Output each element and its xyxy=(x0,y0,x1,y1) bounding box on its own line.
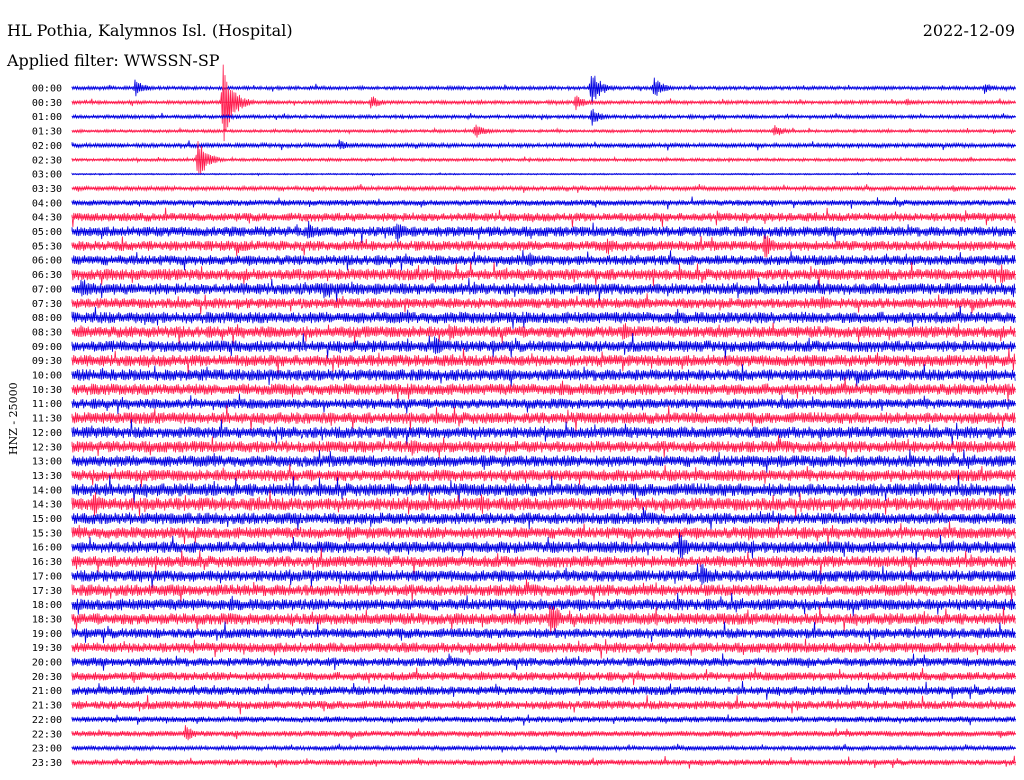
time-tick-label: 08:30 xyxy=(32,327,62,338)
time-tick-label: 04:00 xyxy=(32,198,62,209)
time-tick-label: 23:30 xyxy=(32,758,62,769)
trace-line xyxy=(71,364,1016,387)
time-tick-label: 05:30 xyxy=(32,241,62,252)
seismogram-traces xyxy=(71,64,1016,769)
time-tick-label: 05:00 xyxy=(32,227,62,238)
trace-line xyxy=(71,548,1016,575)
trace-line xyxy=(71,638,1016,659)
time-tick-label: 06:30 xyxy=(32,270,62,281)
time-tick-label: 22:30 xyxy=(32,729,62,740)
trace-line xyxy=(71,419,1016,445)
trace-line xyxy=(71,220,1016,244)
time-tick-label: 12:00 xyxy=(32,428,62,439)
filter-label: Applied filter: WWSSN-SP xyxy=(7,51,220,70)
trace-line xyxy=(71,322,1016,344)
trace-line xyxy=(71,108,1016,126)
time-tick-label: 18:00 xyxy=(32,600,62,611)
time-tick-label: 20:00 xyxy=(32,658,62,669)
time-tick-label: 20:30 xyxy=(32,672,62,683)
time-tick-label: 21:30 xyxy=(32,701,62,712)
trace-line xyxy=(71,725,1016,741)
time-tick-label: 14:30 xyxy=(32,500,62,511)
trace-line xyxy=(71,680,1016,700)
trace-line xyxy=(71,755,1016,769)
time-tick-label: 01:30 xyxy=(32,127,62,138)
time-tick-label: 15:30 xyxy=(32,528,62,539)
time-tick-label: 02:00 xyxy=(32,141,62,152)
time-tick-label: 16:30 xyxy=(32,557,62,568)
time-tick-label: 19:30 xyxy=(32,643,62,654)
time-tick-label: 13:00 xyxy=(32,457,62,468)
time-tick-labels: 00:00 00:30 01:00 01:30 02:00 02:30 03:00 03:30… xyxy=(32,84,62,769)
time-tick-label: 00:30 xyxy=(32,98,62,109)
time-tick-label: 17:30 xyxy=(32,586,62,597)
time-tick-label: 23:00 xyxy=(32,744,62,755)
trace-line xyxy=(71,532,1016,561)
time-tick-label: 01:00 xyxy=(32,112,62,123)
time-tick-label: 09:00 xyxy=(32,342,62,353)
time-tick-label: 16:00 xyxy=(32,543,62,554)
trace-line xyxy=(71,714,1016,726)
time-tick-label: 11:00 xyxy=(32,399,62,410)
trace-line xyxy=(71,293,1016,315)
trace-line xyxy=(71,449,1016,473)
time-tick-label: 07:00 xyxy=(32,284,62,295)
time-tick-label: 02:30 xyxy=(32,155,62,166)
time-tick-label: 07:30 xyxy=(32,299,62,310)
time-tick-label: 14:00 xyxy=(32,485,62,496)
time-tick-label: 04:30 xyxy=(32,213,62,224)
trace-line xyxy=(71,667,1016,686)
time-tick-label: 10:30 xyxy=(32,385,62,396)
station-title: HL Pothia, Kalymnos Isl. (Hospital) xyxy=(7,21,293,40)
record-date: 2022-12-09 xyxy=(922,21,1015,40)
trace-line xyxy=(71,521,1016,545)
trace-line xyxy=(71,250,1016,271)
time-tick-label: 21:00 xyxy=(32,686,62,697)
trace-line xyxy=(71,377,1016,402)
time-tick-label: 11:30 xyxy=(32,414,62,425)
time-tick-label: 12:30 xyxy=(32,442,62,453)
time-tick-label: 10:00 xyxy=(32,371,62,382)
time-tick-label: 18:30 xyxy=(32,614,62,625)
time-tick-label: 06:00 xyxy=(32,256,62,267)
trace-line xyxy=(71,435,1016,459)
time-tick-label: 09:30 xyxy=(32,356,62,367)
trace-line xyxy=(71,695,1016,715)
time-tick-label: 22:00 xyxy=(32,715,62,726)
time-tick-label: 03:30 xyxy=(32,184,62,195)
time-tick-label: 03:00 xyxy=(32,170,62,181)
time-tick-label: 19:00 xyxy=(32,629,62,640)
trace-line xyxy=(71,621,1016,644)
time-tick-label: 15:00 xyxy=(32,514,62,525)
trace-line xyxy=(71,277,1016,303)
time-tick-label: 17:00 xyxy=(32,571,62,582)
time-tick-label: 00:00 xyxy=(32,84,62,95)
time-tick-label: 08:00 xyxy=(32,313,62,324)
time-tick-label: 13:30 xyxy=(32,471,62,482)
